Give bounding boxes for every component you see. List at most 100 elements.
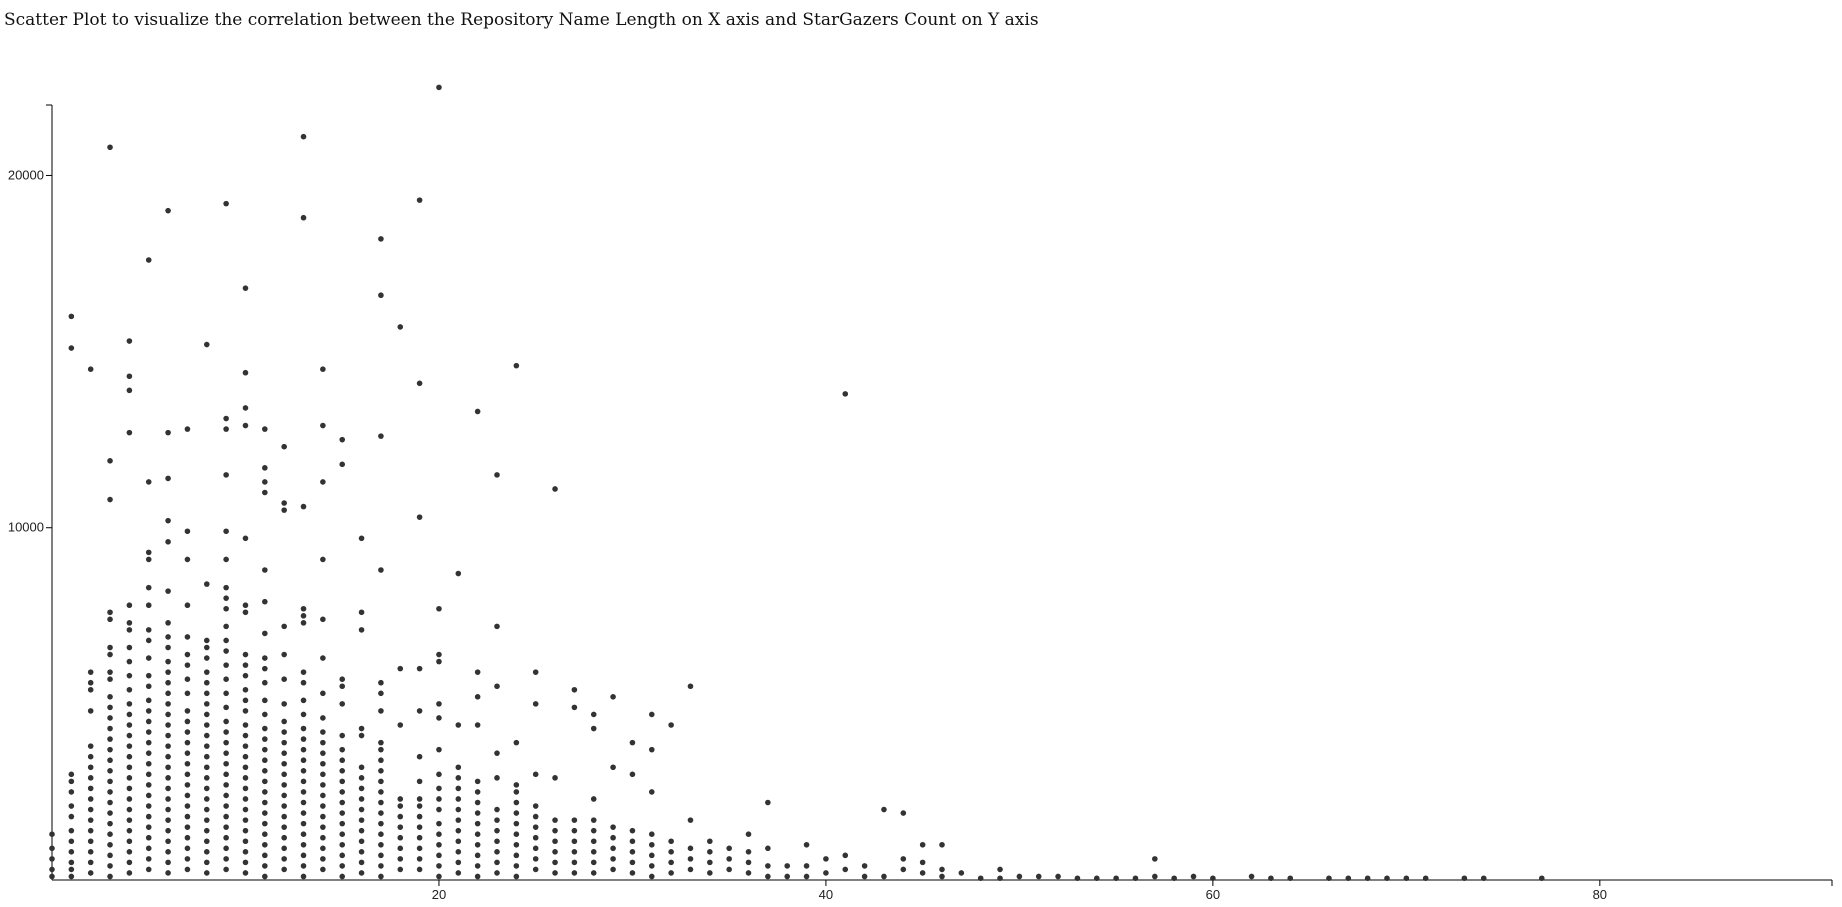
data-point — [68, 859, 75, 866]
data-point — [203, 806, 210, 813]
data-point — [610, 764, 616, 771]
data-point — [590, 796, 597, 802]
data-point — [223, 472, 229, 478]
data-point — [765, 863, 771, 869]
data-point — [107, 144, 113, 151]
data-point — [571, 870, 578, 876]
data-point — [281, 718, 287, 725]
data-point — [358, 627, 365, 633]
data-point — [416, 708, 423, 714]
data-point — [610, 856, 616, 862]
data-point — [494, 827, 500, 834]
data-point — [107, 863, 113, 869]
data-point — [262, 799, 268, 806]
data-point — [823, 870, 829, 876]
data-point — [397, 866, 404, 873]
data-point — [145, 813, 152, 820]
data-point — [397, 796, 404, 802]
data-point — [474, 694, 481, 700]
data-point — [242, 651, 249, 658]
data-point — [242, 806, 249, 813]
data-point — [532, 856, 539, 862]
data-point — [571, 686, 578, 693]
data-point — [687, 845, 694, 852]
data-point — [262, 873, 268, 880]
data-point — [1074, 875, 1081, 882]
data-point — [378, 679, 384, 686]
data-point — [126, 785, 133, 792]
data-point — [726, 866, 732, 873]
data-point — [416, 813, 423, 820]
data-point — [242, 602, 249, 609]
data-point — [145, 856, 152, 862]
data-point — [262, 810, 268, 816]
data-point — [571, 704, 578, 711]
data-point — [107, 651, 113, 658]
data-point — [126, 806, 133, 813]
data-point — [281, 834, 287, 841]
data-point — [629, 771, 636, 778]
data-point — [339, 841, 346, 848]
data-point — [532, 866, 539, 873]
data-point — [416, 778, 423, 785]
data-point — [223, 584, 229, 591]
data-point — [416, 834, 423, 841]
data-point — [165, 711, 171, 718]
data-point — [203, 711, 210, 718]
data-point — [203, 690, 210, 697]
data-point — [571, 817, 578, 823]
data-point — [281, 792, 287, 799]
data-point — [513, 873, 520, 880]
data-point — [648, 841, 655, 848]
data-point — [977, 875, 984, 882]
data-point — [300, 711, 307, 718]
data-point — [107, 694, 113, 700]
data-point — [571, 838, 578, 845]
data-point — [610, 866, 616, 873]
data-point — [184, 662, 191, 668]
data-point — [203, 859, 210, 866]
data-point — [87, 827, 94, 834]
data-point — [571, 827, 578, 834]
data-point — [165, 806, 171, 813]
data-point — [436, 701, 442, 707]
data-point — [455, 849, 462, 855]
data-point — [281, 443, 287, 450]
data-point — [87, 859, 94, 866]
data-point — [49, 831, 55, 838]
data-point — [397, 856, 404, 862]
chart-title: Scatter Plot to visualize the correlatio… — [4, 10, 1039, 30]
data-point — [339, 810, 346, 816]
data-point — [68, 313, 75, 320]
data-point — [107, 820, 113, 827]
data-point — [262, 489, 268, 496]
data-point — [494, 817, 500, 823]
data-point — [165, 658, 171, 665]
data-point — [223, 648, 229, 654]
data-point — [513, 841, 520, 848]
data-point — [378, 852, 384, 859]
data-point — [242, 764, 249, 771]
y-tick-label: 20000 — [8, 167, 44, 182]
data-point — [68, 345, 75, 351]
data-point — [184, 834, 191, 841]
data-point — [378, 799, 384, 806]
data-point — [184, 602, 191, 609]
data-point — [165, 644, 171, 651]
data-point — [68, 827, 75, 834]
data-point — [184, 771, 191, 778]
data-point — [707, 849, 713, 855]
data-point — [203, 341, 210, 348]
data-point — [474, 789, 481, 795]
data-point — [281, 813, 287, 820]
data-point — [203, 785, 210, 792]
data-point — [300, 612, 307, 619]
data-point — [474, 722, 481, 728]
data-point — [358, 785, 365, 792]
data-point — [242, 672, 249, 679]
data-point — [745, 849, 752, 855]
data-point — [861, 873, 868, 880]
data-point — [87, 743, 94, 749]
data-point — [474, 863, 481, 869]
data-point — [455, 859, 462, 866]
